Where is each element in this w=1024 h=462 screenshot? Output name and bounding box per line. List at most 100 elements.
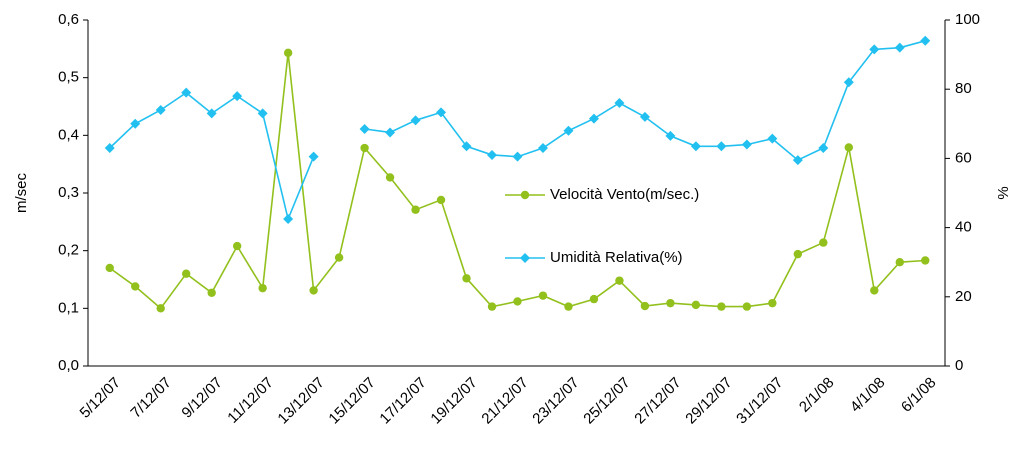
y-tick-label: 0,5 — [58, 69, 79, 86]
series-line — [109, 52, 926, 310]
point-marker — [513, 297, 522, 306]
legend-marker — [520, 190, 530, 200]
point-marker — [768, 298, 777, 308]
point-marker — [537, 143, 548, 154]
point-marker — [436, 195, 446, 205]
x-tick-label: 4/1/08 — [847, 374, 889, 416]
point-marker — [563, 125, 574, 136]
point-marker — [436, 107, 447, 118]
point-marker — [639, 111, 650, 122]
point-marker — [283, 48, 293, 58]
x-tick-label: 23/12/07 — [529, 374, 582, 427]
x-tick-label: 19/12/07 — [427, 374, 480, 427]
x-tick-label: 31/12/07 — [733, 374, 786, 427]
point-marker — [666, 298, 675, 308]
point-marker — [283, 213, 294, 224]
x-tick-label: 2/1/08 — [796, 374, 838, 416]
point-marker — [461, 141, 472, 152]
point-marker — [359, 123, 370, 134]
point-marker — [690, 141, 701, 152]
point-marker — [921, 256, 930, 265]
point-marker — [742, 302, 752, 311]
x-tick-label: 5/12/07 — [77, 374, 124, 421]
y2-tick-label: 0 — [955, 357, 963, 374]
point-marker — [819, 238, 828, 247]
point-marker — [869, 44, 880, 55]
y2-tick-label: 20 — [955, 288, 972, 305]
point-marker — [640, 301, 650, 311]
x-tick-label: 13/12/07 — [274, 374, 327, 427]
point-marker — [588, 113, 599, 124]
point-marker — [741, 139, 752, 150]
point-marker — [894, 42, 905, 53]
y-tick-label: 0,2 — [58, 242, 79, 259]
x-tick-label: 7/12/07 — [127, 374, 174, 421]
point-marker — [564, 302, 573, 311]
point-marker — [843, 77, 854, 88]
point-marker — [691, 300, 701, 310]
x-tick-label: 21/12/07 — [478, 374, 531, 427]
point-marker — [920, 35, 931, 46]
point-marker — [665, 130, 676, 141]
y-tick-label: 0,6 — [58, 11, 79, 28]
point-marker — [131, 282, 140, 291]
point-marker — [181, 87, 192, 98]
point-marker — [257, 108, 268, 119]
y2-tick-label: 100 — [955, 11, 980, 28]
point-marker — [844, 143, 854, 152]
point-marker — [104, 143, 115, 154]
y2-tick-label: 40 — [955, 219, 972, 236]
point-marker — [487, 302, 497, 311]
point-marker — [308, 151, 319, 162]
point-marker — [410, 115, 421, 126]
legend-label: Velocità Vento(m/sec.) — [550, 186, 699, 203]
point-marker — [462, 274, 471, 283]
point-marker — [385, 173, 395, 182]
y-tick-label: 0,1 — [58, 299, 79, 316]
y2-axis-label: % — [995, 186, 1012, 199]
point-marker — [538, 291, 548, 300]
point-marker — [232, 241, 242, 251]
point-marker — [206, 108, 217, 119]
point-marker — [818, 143, 829, 154]
point-marker — [512, 151, 523, 162]
point-marker — [258, 283, 267, 293]
point-marker — [105, 263, 114, 273]
series-line — [109, 40, 926, 222]
point-marker — [895, 258, 904, 267]
y-tick-label: 0,3 — [58, 184, 79, 201]
point-marker — [615, 276, 624, 285]
point-marker — [411, 205, 420, 214]
point-marker — [717, 302, 726, 311]
point-marker — [385, 127, 396, 138]
legend-marker — [520, 253, 530, 263]
point-marker — [589, 294, 599, 304]
point-marker — [793, 249, 803, 259]
x-tick-label: 25/12/07 — [580, 374, 633, 427]
point-marker — [156, 304, 165, 313]
y2-tick-label: 80 — [955, 80, 972, 97]
point-marker — [716, 141, 727, 152]
x-tick-label: 9/12/07 — [178, 374, 225, 421]
y-tick-label: 0,4 — [58, 126, 79, 143]
y-tick-label: 0,0 — [58, 357, 79, 374]
legend-label: Umidità Relativa(%) — [550, 249, 683, 266]
x-tick-label: 15/12/07 — [325, 374, 378, 427]
y2-tick-label: 60 — [955, 149, 972, 166]
x-tick-label: 6/1/08 — [898, 374, 940, 416]
x-tick-label: 29/12/07 — [682, 374, 735, 427]
y-axis-label: m/sec — [13, 173, 30, 214]
point-marker — [155, 104, 166, 115]
point-marker — [767, 133, 778, 144]
point-marker — [181, 269, 191, 278]
x-tick-label: 11/12/07 — [224, 374, 277, 427]
point-marker — [487, 149, 498, 160]
point-marker — [334, 253, 344, 262]
point-marker — [232, 91, 243, 102]
point-marker — [792, 155, 803, 166]
point-marker — [360, 143, 369, 153]
x-tick-label: 17/12/07 — [376, 374, 429, 427]
point-marker — [130, 118, 141, 129]
